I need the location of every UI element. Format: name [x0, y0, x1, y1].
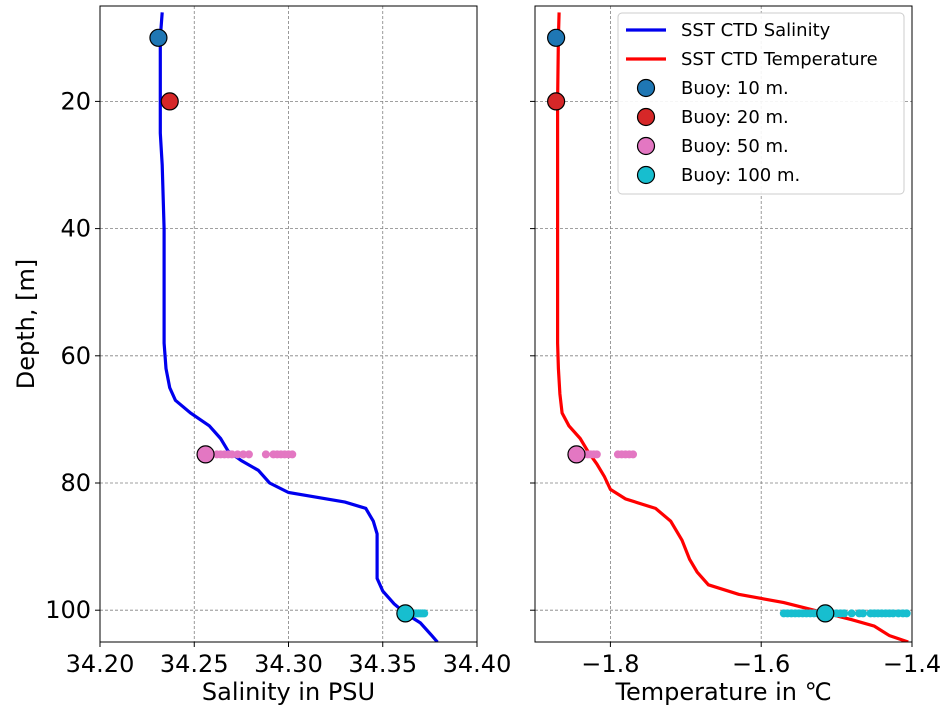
y-tick-label: 100	[45, 596, 91, 624]
x-tick-label: −1.8	[581, 650, 639, 678]
buoy-scatter-point	[840, 609, 849, 618]
buoy-marker	[567, 445, 586, 464]
legend-marker-swatch	[636, 165, 656, 185]
series-line	[556, 12, 909, 642]
buoy-scatter-point	[261, 450, 270, 459]
buoy-marker	[396, 604, 415, 623]
y-tick-label: 20	[60, 87, 91, 115]
panel-1: 34.20 34.25 34.30 34.35 34.40 20 40 60 80 100 Sali…	[12, 5, 512, 705]
buoy-scatter-point	[288, 450, 297, 459]
x-tick-label: −1.4	[883, 650, 941, 678]
y-tick-label: 40	[60, 215, 91, 243]
buoy-marker	[547, 92, 566, 111]
buoy-marker	[149, 28, 168, 47]
buoy-scatter-point	[239, 450, 248, 459]
y-axis-label: Depth, [m]	[12, 259, 40, 389]
y-tick-label: 80	[60, 469, 91, 497]
legend-label: Buoy: 10 m.	[681, 78, 789, 99]
legend-label: SST CTD Salinity	[681, 20, 831, 41]
x-tick-label: 34.20	[66, 650, 135, 678]
buoy-scatter-point	[847, 609, 856, 618]
x-tick-label: 34.30	[254, 650, 323, 678]
legend-marker-swatch	[636, 78, 656, 98]
legend-label: Buoy: 20 m.	[681, 107, 789, 128]
legend-marker-swatch	[636, 136, 656, 156]
buoy-scatter-point	[592, 450, 601, 459]
x-tick-label: 34.40	[443, 650, 512, 678]
buoy-scatter-point	[420, 609, 429, 618]
legend-box	[617, 12, 905, 195]
panel-2: −1.8 −1.6 −1.4 Temperature in ℃	[530, 5, 941, 705]
buoy-marker	[816, 604, 835, 623]
series-line	[158, 12, 439, 642]
y-tick-label: 60	[60, 342, 91, 370]
legend: SST CTD Salinity SST CTD Temperature Buoy:…	[617, 12, 905, 195]
buoy-scatter-point	[629, 450, 638, 459]
legend-marker-swatch	[636, 107, 656, 127]
buoy-scatter-point	[858, 609, 867, 618]
buoy-scatter-point	[227, 450, 236, 459]
buoy-marker	[160, 92, 179, 111]
buoy-scatter-point	[233, 450, 242, 459]
buoy-marker	[196, 445, 215, 464]
x-tick-label: 34.35	[348, 650, 417, 678]
x-tick-label: −1.6	[732, 650, 790, 678]
buoy-scatter-point	[902, 609, 911, 618]
x-tick-label: 34.25	[160, 650, 229, 678]
axes-frame	[534, 5, 913, 643]
legend-label: Buoy: 50 m.	[681, 136, 789, 157]
legend-label: Buoy: 100 m.	[681, 165, 800, 186]
legend-label: SST CTD Temperature	[681, 49, 878, 70]
x-axis-label: Salinity in PSU	[202, 678, 375, 705]
buoy-scatter-point	[244, 450, 253, 459]
x-axis-label: Temperature in ℃	[614, 678, 831, 705]
buoy-marker	[547, 28, 566, 47]
